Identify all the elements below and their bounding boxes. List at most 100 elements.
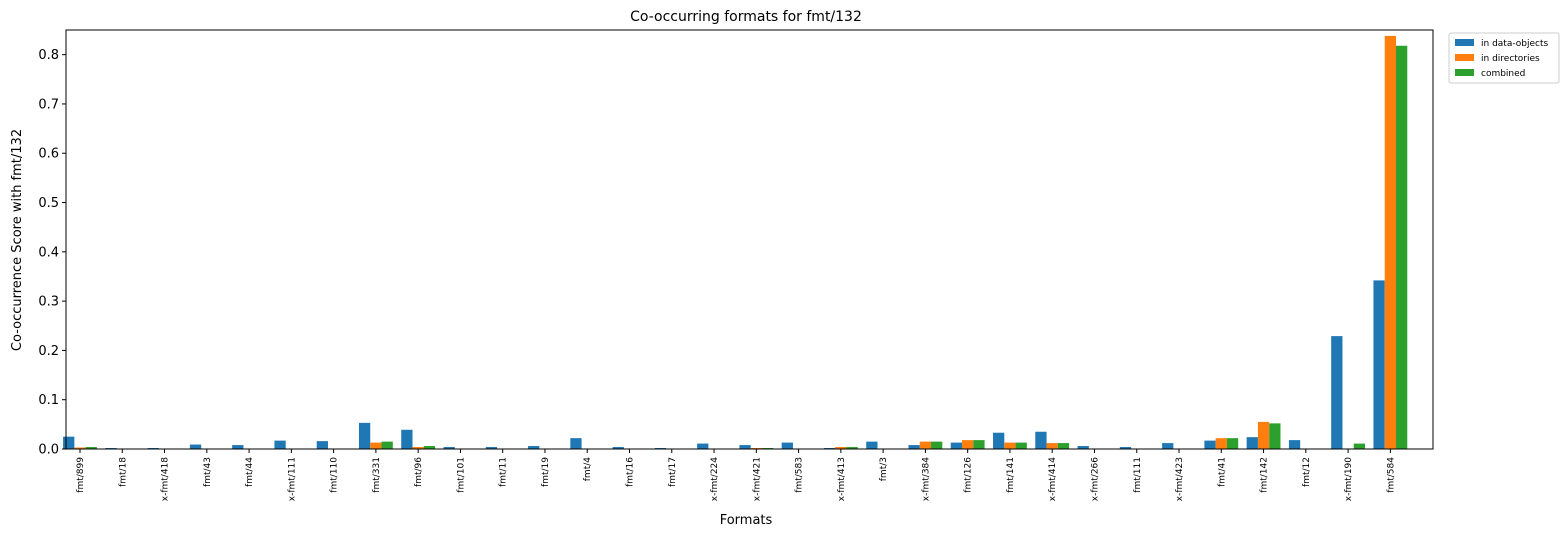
bar <box>485 447 498 449</box>
bar <box>1057 443 1070 449</box>
x-tick-label: fmt/331 <box>372 457 382 493</box>
bar <box>931 441 943 449</box>
x-tick-label: x-fmt/414 <box>1048 457 1058 502</box>
x-tick-label: fmt/111 <box>1133 457 1143 493</box>
bar <box>993 432 1005 449</box>
bar <box>1215 438 1227 449</box>
x-tick-label: fmt/19 <box>541 457 551 487</box>
bar <box>1004 442 1016 449</box>
y-axis: 0.0 0.1 0.2 0.3 0.4 0.5 0.6 0.7 0.8 <box>38 48 66 458</box>
y-tick-label: 0.1 <box>38 393 59 408</box>
bar <box>1331 336 1343 449</box>
bar <box>423 446 436 449</box>
bar <box>1226 438 1239 449</box>
bar <box>908 445 920 449</box>
x-tick-label: fmt/41 <box>1217 457 1227 487</box>
x-tick-label: x-fmt/190 <box>1344 457 1354 502</box>
bar <box>1269 423 1281 449</box>
bar <box>1396 45 1408 450</box>
x-tick-label: fmt/16 <box>626 457 636 487</box>
x-tick-label: fmt/101 <box>456 457 466 493</box>
y-tick-label: 0.5 <box>38 196 59 211</box>
bar <box>528 446 540 449</box>
bar <box>1046 443 1058 449</box>
x-tick-label: fmt/3 <box>879 457 889 481</box>
x-tick-label: fmt/18 <box>118 457 128 487</box>
bar <box>401 429 413 449</box>
bar <box>846 447 858 449</box>
bar <box>1384 35 1396 450</box>
bar <box>1035 431 1047 449</box>
bar <box>866 441 878 449</box>
bar <box>1257 421 1270 449</box>
legend-swatch <box>1455 54 1474 61</box>
bar <box>74 447 86 449</box>
x-tick-label: x-fmt/384 <box>921 457 931 502</box>
bar <box>950 442 963 449</box>
x-tick-label: x-fmt/266 <box>1090 457 1100 502</box>
legend-swatch <box>1455 69 1474 76</box>
x-tick-label: fmt/899 <box>76 457 86 493</box>
bar <box>1204 440 1216 449</box>
bar <box>570 438 582 449</box>
x-axis-label: Formats <box>720 513 773 528</box>
bars-group <box>63 35 1408 450</box>
bar <box>189 444 202 449</box>
y-tick-label: 0.7 <box>38 97 59 112</box>
bar <box>1015 442 1027 449</box>
bar <box>1373 280 1385 449</box>
x-tick-label: fmt/126 <box>964 457 974 493</box>
bar <box>85 447 97 449</box>
bar <box>739 445 751 449</box>
y-tick-label: 0.3 <box>38 295 59 310</box>
legend: in data-objects in directories combined <box>1448 32 1560 84</box>
y-tick-label: 0.2 <box>38 344 59 359</box>
y-tick-label: 0.0 <box>38 443 59 458</box>
bar <box>370 442 382 449</box>
bar <box>1162 443 1174 449</box>
bar <box>63 436 75 449</box>
x-tick-label: fmt/583 <box>795 457 805 493</box>
bar <box>919 441 932 449</box>
x-tick-label: fmt/584 <box>1386 457 1396 493</box>
x-axis: fmt/899 fmt/18 x-fmt/418 fmt/43 fmt/44 x-fmt/… <box>76 449 1396 501</box>
bar <box>697 443 709 449</box>
legend-label: combined <box>1481 69 1525 79</box>
y-tick-label: 0.8 <box>38 48 59 63</box>
bar <box>1288 440 1301 449</box>
x-tick-label: fmt/12 <box>1302 457 1312 487</box>
x-tick-label: fmt/43 <box>203 457 213 487</box>
bar <box>962 440 974 449</box>
x-tick-label: x-fmt/421 <box>752 457 762 501</box>
bar <box>232 445 244 449</box>
bar <box>1077 446 1089 449</box>
x-tick-label: x-fmt/418 <box>161 457 171 502</box>
x-tick-label: x-fmt/423 <box>1175 457 1185 501</box>
bar <box>358 422 371 449</box>
plot-frame <box>65 29 1434 450</box>
x-tick-label: x-fmt/111 <box>287 457 297 501</box>
bar <box>316 441 328 449</box>
legend-frame <box>1448 32 1560 84</box>
bar <box>1353 443 1366 449</box>
y-tick-label: 0.6 <box>38 147 59 162</box>
x-tick-label: x-fmt/413 <box>837 457 847 501</box>
x-tick-label: fmt/17 <box>668 457 678 487</box>
x-tick-label: fmt/11 <box>499 457 509 487</box>
bar <box>274 440 286 449</box>
x-tick-label: fmt/141 <box>1006 457 1016 493</box>
x-tick-label: fmt/44 <box>245 457 255 487</box>
bar <box>1246 437 1258 449</box>
legend-label: in directories <box>1481 54 1540 64</box>
bar <box>612 447 624 449</box>
bar <box>443 447 455 449</box>
x-tick-label: x-fmt/224 <box>710 457 720 502</box>
bar <box>973 440 985 449</box>
bar <box>835 447 847 449</box>
bar <box>412 447 424 449</box>
bar <box>1119 447 1132 449</box>
legend-label: in data-objects <box>1481 39 1548 49</box>
x-tick-label: fmt/4 <box>583 457 593 481</box>
legend-swatch <box>1455 39 1474 46</box>
y-tick-label: 0.4 <box>38 245 59 260</box>
